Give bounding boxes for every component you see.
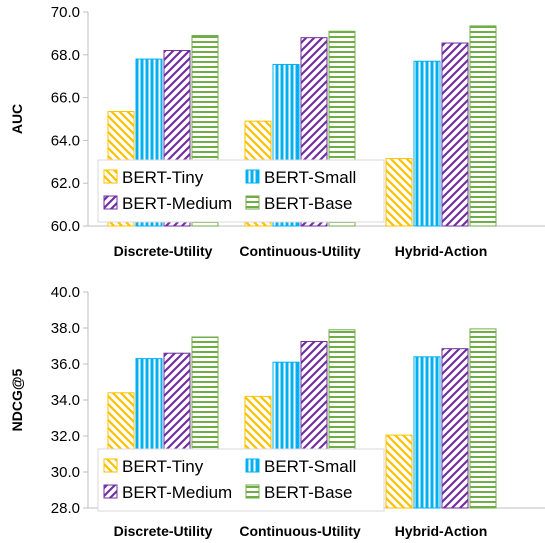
- legend-swatch-bert-tiny: [103, 169, 118, 184]
- legend-label-bert-tiny: BERT-Tiny: [122, 168, 204, 187]
- legend-swatch-bert-medium: [103, 195, 118, 210]
- bar-bert-base-hybrid-action: [469, 328, 497, 509]
- y-tick-label: 62.0: [51, 175, 80, 192]
- legend-swatch-bert-medium: [103, 484, 118, 499]
- y-tick-label: 60.0: [51, 218, 80, 235]
- legend-box: [97, 159, 385, 223]
- y-tick-label: 28.0: [51, 500, 80, 517]
- legend-swatch-bert-base: [245, 484, 260, 499]
- y-tick-label: 30.0: [51, 464, 80, 481]
- bar-bert-tiny-hybrid-action: [385, 158, 413, 227]
- bar-bert-medium-hybrid-action: [441, 348, 469, 509]
- legend: BERT-Tiny BERT-Small BERT-Medium BERT-Base: [97, 448, 385, 512]
- y-axis-title: NDCG@5: [9, 368, 25, 431]
- legend-box: [97, 448, 385, 512]
- legend: BERT-Tiny BERT-Small BERT-Medium BERT-Base: [97, 159, 385, 223]
- x-category-label: Hybrid-Action: [395, 523, 488, 539]
- bar-bert-base-hybrid-action: [469, 25, 497, 227]
- legend-label-bert-small: BERT-Small: [264, 168, 356, 187]
- legend-label-bert-small: BERT-Small: [264, 457, 356, 476]
- y-tick-label: 38.0: [51, 320, 80, 337]
- bar-bert-medium-hybrid-action: [441, 42, 469, 227]
- y-tick-label: 40.0: [51, 284, 80, 301]
- chart-panel-ndcg-5: 28.0 30.0 32.0 34.0 36.0 38.0 40.0 NDCG@5 Discre…: [9, 284, 545, 539]
- legend-label-bert-base: BERT-Base: [264, 483, 353, 502]
- y-tick-label: 70.0: [51, 4, 80, 21]
- legend-label-bert-tiny: BERT-Tiny: [122, 457, 204, 476]
- x-category-label: Continuous-Utility: [239, 523, 361, 539]
- bar-bert-small-hybrid-action: [413, 60, 441, 227]
- y-tick-label: 34.0: [51, 392, 80, 409]
- legend-label-bert-base: BERT-Base: [264, 194, 353, 213]
- legend-swatch-bert-small: [245, 169, 260, 184]
- chart-panel-auc: 60.0 62.0 64.0 66.0 68.0 70.0 AUC Discrete-Util…: [9, 4, 545, 259]
- x-category-label: Hybrid-Action: [395, 243, 488, 259]
- y-tick-label: 36.0: [51, 356, 80, 373]
- x-category-label: Discrete-Utility: [114, 523, 213, 539]
- legend-label-bert-medium: BERT-Medium: [122, 194, 232, 213]
- x-category-label: Discrete-Utility: [114, 243, 213, 259]
- legend-swatch-bert-tiny: [103, 458, 118, 473]
- bar-bert-small-hybrid-action: [413, 356, 441, 509]
- x-category-label: Continuous-Utility: [239, 243, 361, 259]
- legend-swatch-bert-small: [245, 458, 260, 473]
- legend-swatch-bert-base: [245, 195, 260, 210]
- bar-bert-tiny-hybrid-action: [385, 434, 413, 509]
- y-tick-label: 66.0: [51, 90, 80, 107]
- y-tick-label: 64.0: [51, 132, 80, 149]
- y-tick-label: 32.0: [51, 428, 80, 445]
- y-axis-title: AUC: [9, 104, 25, 134]
- y-tick-label: 68.0: [51, 47, 80, 64]
- legend-label-bert-medium: BERT-Medium: [122, 483, 232, 502]
